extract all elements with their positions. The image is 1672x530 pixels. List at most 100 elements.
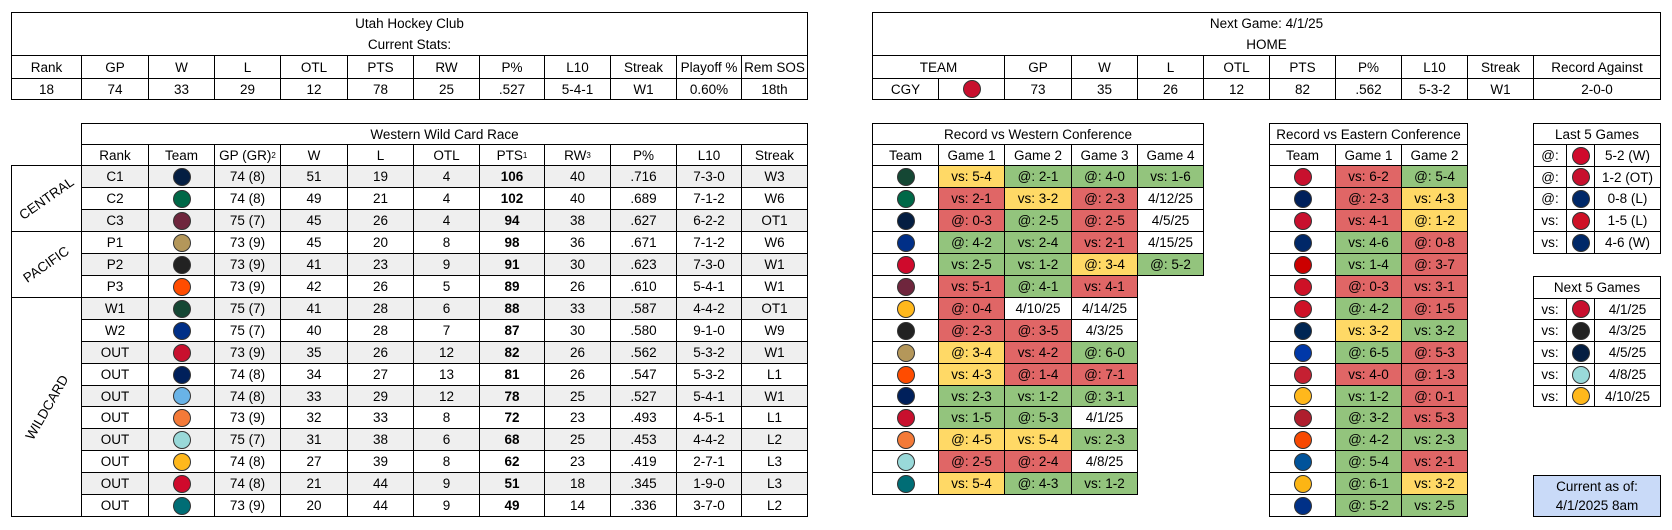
- stat-value: 18: [11, 78, 82, 100]
- stat-value: 2-0-0: [1533, 78, 1661, 100]
- column-header: GP: [81, 55, 149, 79]
- standings-cell: 73 (9): [214, 341, 281, 364]
- header-text: L10: [697, 147, 721, 163]
- team-logo-cell: [1269, 275, 1336, 298]
- team-logo: [172, 474, 191, 493]
- division-label: PACIFIC: [11, 231, 82, 298]
- team-logo-cell: [148, 363, 215, 386]
- team-logo: [1293, 189, 1312, 208]
- team-logo-cell: [1566, 231, 1595, 254]
- team-logo: [1571, 189, 1590, 208]
- column-header: Streak: [1467, 55, 1534, 79]
- column-header: Playoff %: [676, 55, 742, 79]
- game-result: vs: 1-2: [1071, 472, 1138, 495]
- column-header: RW 3: [544, 144, 611, 166]
- team-logo: [1293, 452, 1312, 471]
- game-info: 1-2 (OT): [1594, 166, 1661, 188]
- team-logo-cell: [872, 297, 939, 320]
- standings-cell: 44: [347, 472, 414, 495]
- team-logo-cell: [872, 165, 939, 188]
- standings-cell: OT1: [741, 209, 808, 232]
- team-logo-cell: [1566, 187, 1595, 210]
- stat-value: 74: [81, 78, 149, 100]
- standings-cell: 35: [280, 341, 348, 364]
- standings-cell: OUT: [81, 472, 149, 495]
- table-title: Record vs Eastern Conference: [1269, 123, 1468, 145]
- team-logo: [962, 80, 981, 98]
- standings-cell: 20: [280, 494, 348, 517]
- subtitle-text: HOME: [1246, 37, 1287, 52]
- column-header: PTS 1: [479, 144, 545, 166]
- standings-cell: OT1: [741, 297, 808, 320]
- team-logo-cell: [148, 428, 215, 451]
- team-logo-cell: [1269, 472, 1336, 495]
- game-result: @: 0-3: [938, 209, 1005, 232]
- standings-cell: 12: [413, 341, 480, 364]
- game-result: @: 1-2: [1401, 209, 1468, 232]
- game-result: 4/15/25: [1137, 231, 1204, 254]
- standings-cell: 78: [479, 385, 545, 407]
- standings-cell: .562: [610, 341, 677, 364]
- team-logo: [172, 167, 191, 186]
- team-logo: [172, 452, 191, 471]
- team-logo-cell: [1269, 363, 1336, 386]
- standings-cell: P1: [81, 231, 149, 254]
- game-result: 4/3/25: [1071, 319, 1138, 342]
- team-logo-cell: [1566, 341, 1595, 364]
- table-title: Next Game: 4/1/25 HOME: [872, 12, 1661, 56]
- team-logo-cell: [872, 406, 939, 429]
- game-result: @: 2-3: [1071, 187, 1138, 210]
- team-logo: [172, 211, 191, 230]
- game-result: @: 6-1: [1335, 472, 1402, 495]
- team-logo-cell: [148, 209, 215, 232]
- standings-cell: 75 (7): [214, 319, 281, 342]
- game-result: @: 3-4: [1071, 253, 1138, 276]
- column-header: L10: [544, 55, 611, 79]
- team-logo: [896, 365, 915, 384]
- team-logo: [896, 189, 915, 208]
- standings-cell: 8: [413, 231, 480, 254]
- team-logo: [172, 343, 191, 362]
- column-header: Game 2: [1004, 144, 1072, 166]
- team-logo: [172, 321, 191, 340]
- column-header: L: [347, 144, 414, 166]
- standings-cell: 74 (8): [214, 450, 281, 473]
- game-result: vs: 5-4: [938, 165, 1005, 188]
- game-result: vs: 2-3: [938, 385, 1005, 407]
- standings-cell: W2: [81, 319, 149, 342]
- standings-cell: 27: [280, 450, 348, 473]
- column-header: PTS: [347, 55, 414, 79]
- standings-cell: .493: [610, 406, 677, 429]
- footnote-mark: 2: [271, 150, 276, 160]
- game-result: @: 4-2: [1335, 428, 1402, 451]
- team-logo: [1293, 299, 1312, 318]
- standings-cell: W1: [741, 385, 808, 407]
- game-info: 4/3/25: [1594, 319, 1661, 342]
- game-result: @: 5-3: [1004, 406, 1072, 429]
- game-result: @: 2-5: [938, 450, 1005, 473]
- standings-cell: 73 (9): [214, 275, 281, 298]
- standings-cell: 5: [413, 275, 480, 298]
- team-logo-cell: [1566, 298, 1595, 320]
- game-result: vs: 2-3: [1401, 428, 1468, 451]
- column-header: L: [214, 55, 281, 79]
- stat-value: 29: [214, 78, 281, 100]
- standings-cell: 39: [347, 450, 414, 473]
- standings-cell: 9: [413, 253, 480, 276]
- team-logo-cell: [1269, 319, 1336, 342]
- standings-cell: C1: [81, 165, 149, 188]
- update-box: Current as of: 4/1/2025 8am: [1533, 475, 1661, 517]
- stat-value: 35: [1071, 78, 1138, 100]
- game-result: @: 0-1: [1401, 385, 1468, 407]
- standings-cell: 98: [479, 231, 545, 254]
- game-result: vs: 5-4: [938, 472, 1005, 495]
- team-logo-cell: [1566, 385, 1595, 407]
- game-result: @: 2-5: [1071, 209, 1138, 232]
- venue: vs:: [1533, 231, 1567, 254]
- team-logo: [896, 321, 915, 340]
- standings-cell: 4-5-1: [676, 406, 742, 429]
- game-info: 5-2 (W): [1594, 144, 1661, 167]
- standings-cell: C3: [81, 209, 149, 232]
- header-text: RW: [564, 147, 587, 163]
